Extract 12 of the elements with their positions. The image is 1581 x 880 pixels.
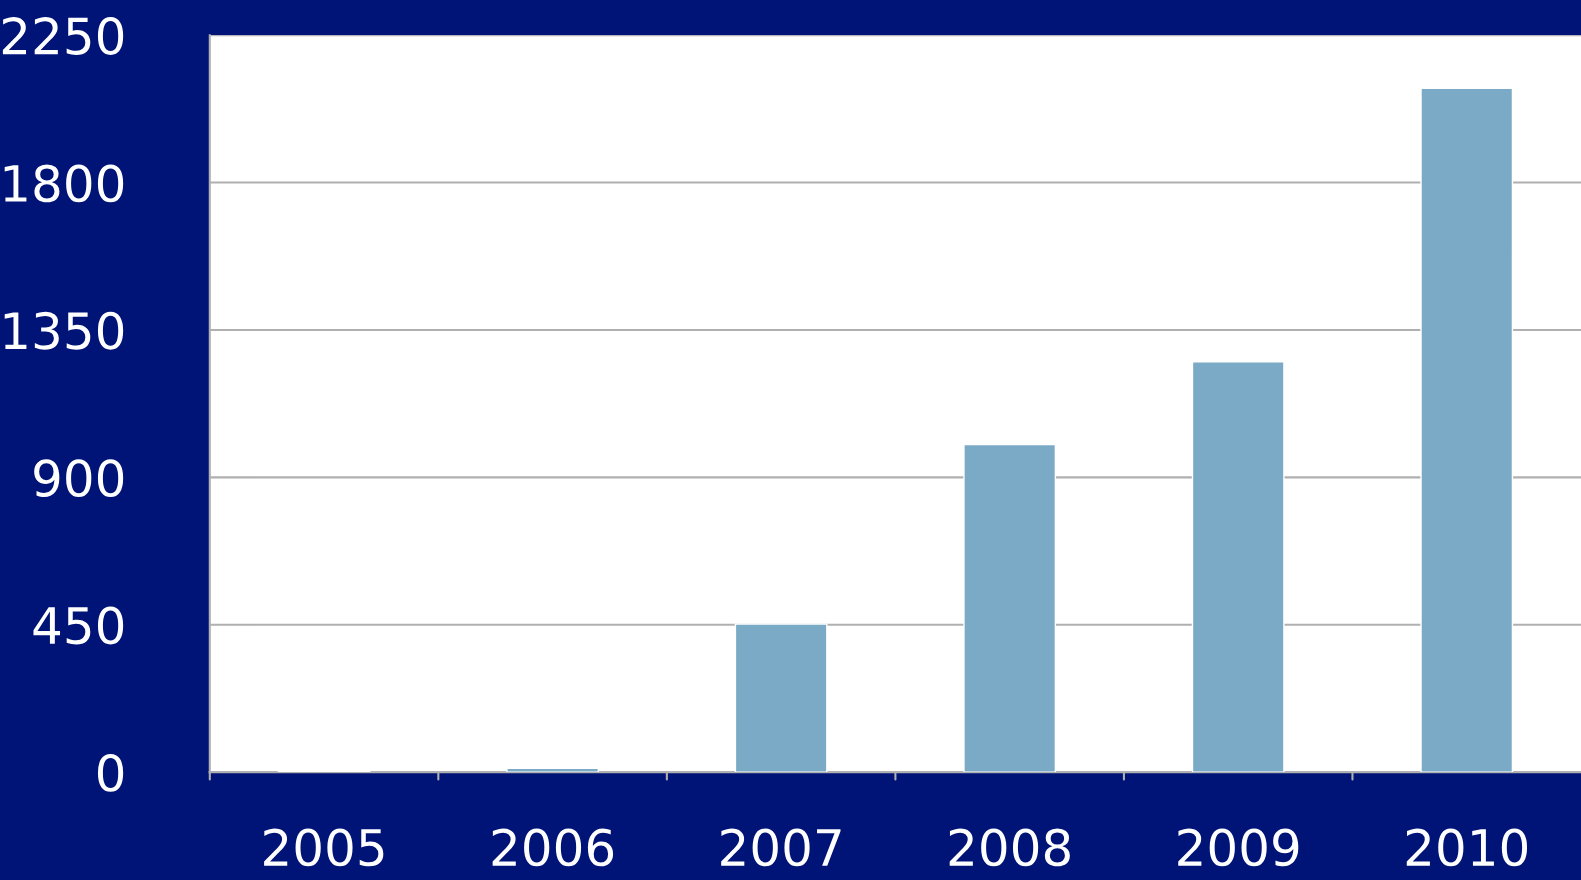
y-tick-label: 0 (97, 754, 124, 792)
y-tick-label: 900 (34, 459, 124, 498)
x-tick-label: 2006 (492, 828, 614, 867)
y-tick-label: 1800 (4, 164, 124, 203)
y-tick-label: 2250 (2, 17, 124, 55)
x-tick-label: 2009 (1178, 828, 1299, 867)
x-tick-label: 2010 (1406, 828, 1528, 867)
x-tick-label: 2005 (264, 828, 384, 867)
x-tick-label: 2007 (721, 828, 841, 867)
x-tick-label: 2008 (949, 828, 1070, 867)
y-tick-label: 450 (33, 606, 124, 645)
y-tick-label: 1350 (4, 311, 124, 350)
